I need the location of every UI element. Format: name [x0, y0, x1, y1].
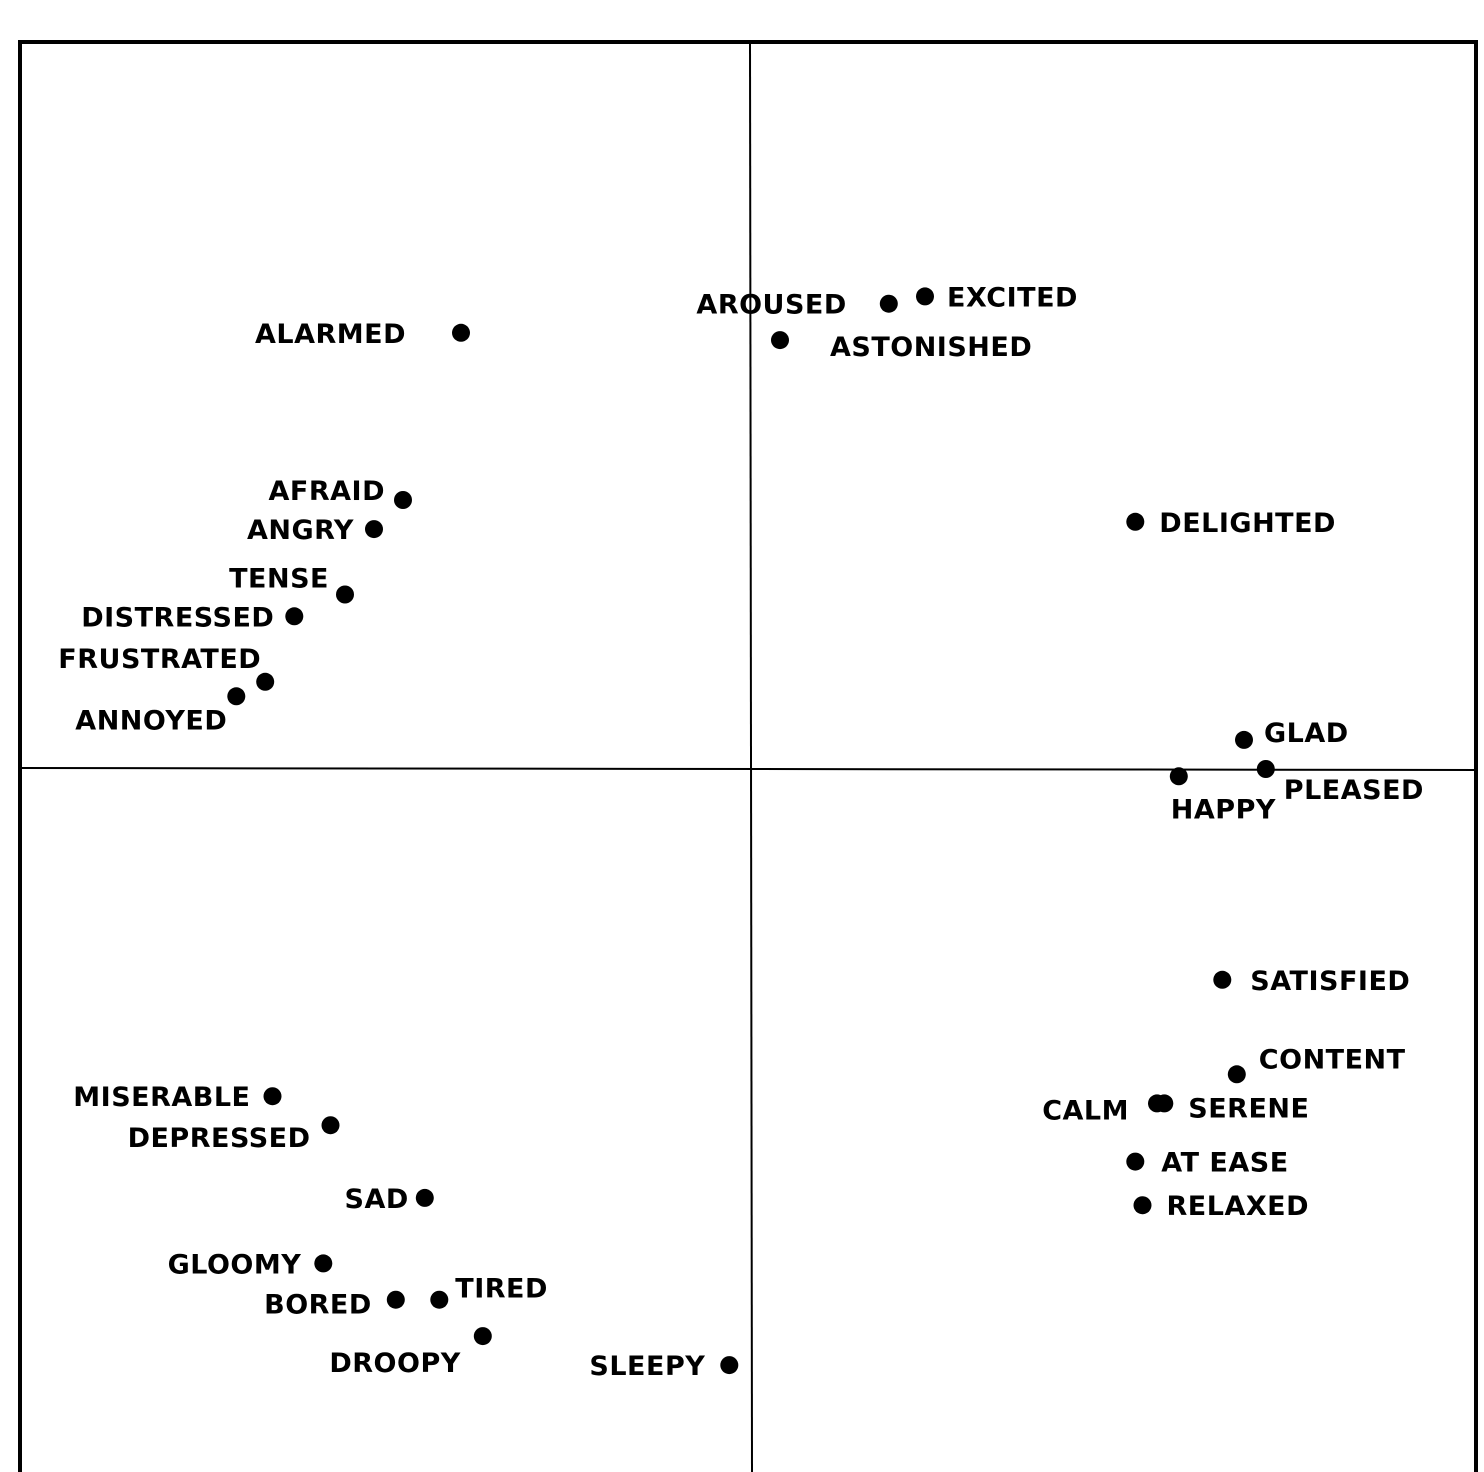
label-relaxed: RELAXED — [1167, 1191, 1310, 1222]
labels-layer: AROUSED EXCITED ASTONISHED ALARMED DELIGHTED… — [58, 282, 1424, 1382]
point-miserable — [263, 1087, 282, 1106]
label-tired: TIRED — [455, 1274, 548, 1305]
horizontal-axis — [19, 767, 1477, 771]
point-afraid — [394, 491, 412, 509]
label-afraid: AFRAID — [269, 476, 385, 507]
label-depressed: DEPRESSED — [128, 1123, 311, 1154]
point-angry — [365, 520, 383, 539]
point-tired — [430, 1290, 449, 1309]
point-aroused — [879, 294, 898, 313]
point-pleased — [1256, 760, 1275, 778]
point-at-ease — [1126, 1152, 1145, 1171]
label-excited: EXCITED — [947, 282, 1078, 313]
label-content: CONTENT — [1259, 1044, 1406, 1075]
point-distressed — [285, 607, 304, 626]
point-annoyed — [227, 687, 246, 706]
point-sleepy — [720, 1356, 739, 1375]
point-depressed — [321, 1116, 340, 1135]
label-astonished: ASTONISHED — [830, 332, 1032, 363]
point-serene — [1155, 1094, 1174, 1113]
label-miserable: MISERABLE — [73, 1082, 250, 1113]
label-annoyed: ANNOYED — [75, 705, 227, 736]
label-aroused: AROUSED — [696, 290, 846, 321]
point-droopy — [473, 1327, 492, 1346]
label-droopy: DROOPY — [329, 1348, 460, 1379]
label-frustrated: FRUSTRATED — [58, 644, 261, 675]
point-content — [1227, 1065, 1246, 1084]
point-sad — [415, 1188, 434, 1207]
label-bored: BORED — [264, 1290, 372, 1321]
label-alarmed: ALARMED — [255, 319, 406, 350]
label-delighted: DELIGHTED — [1159, 508, 1336, 539]
label-satisfied: SATISFIED — [1250, 966, 1410, 997]
point-frustrated — [256, 672, 275, 691]
label-calm: CALM — [1042, 1095, 1129, 1126]
vertical-axis — [749, 41, 753, 1472]
point-alarmed — [452, 323, 470, 342]
point-delighted — [1126, 512, 1145, 531]
point-tense — [336, 585, 354, 604]
label-tense: TENSE — [229, 564, 329, 595]
label-gloomy: GLOOMY — [168, 1249, 302, 1280]
label-at-ease: AT EASE — [1161, 1148, 1288, 1179]
point-gloomy — [314, 1254, 333, 1273]
points-layer — [227, 287, 1275, 1375]
label-distressed: DISTRESSED — [81, 602, 274, 633]
point-bored — [386, 1290, 405, 1309]
label-happy: HAPPY — [1171, 794, 1276, 825]
point-satisfied — [1213, 970, 1232, 989]
label-serene: SERENE — [1188, 1093, 1309, 1124]
plot-frame — [18, 40, 1478, 1472]
label-angry: ANGRY — [247, 515, 354, 546]
point-excited — [916, 287, 934, 306]
label-glad: GLAD — [1264, 718, 1349, 749]
point-glad — [1235, 730, 1253, 749]
label-sad: SAD — [345, 1184, 409, 1215]
label-pleased: PLEASED — [1284, 775, 1424, 806]
point-happy — [1169, 767, 1188, 786]
point-relaxed — [1133, 1196, 1152, 1215]
point-astonished — [771, 331, 789, 350]
label-sleepy: SLEEPY — [589, 1351, 705, 1382]
